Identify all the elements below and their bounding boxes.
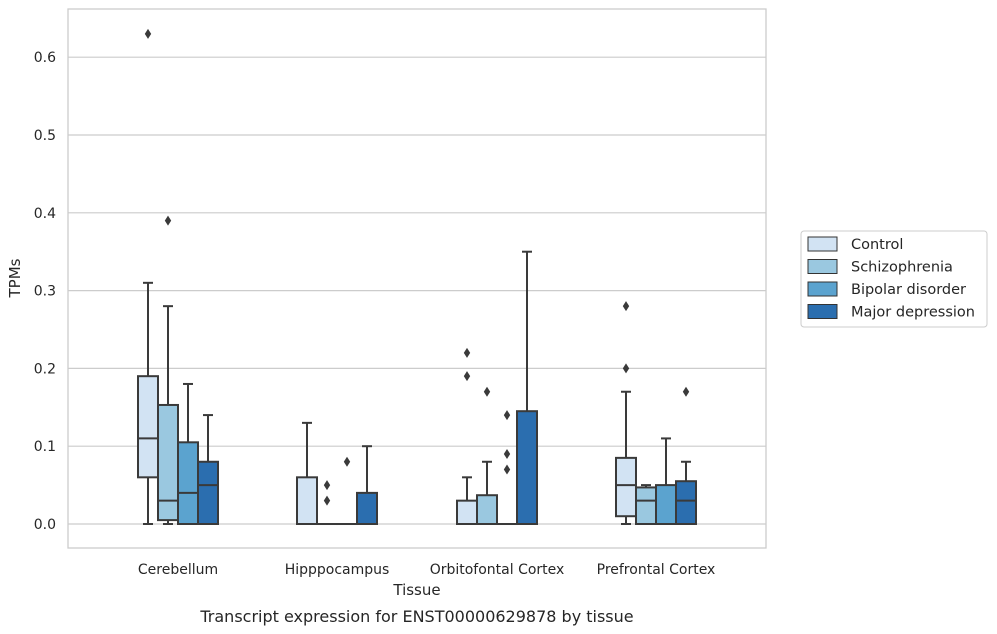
outlier-point [323, 495, 331, 506]
box-body [615, 456, 637, 518]
box-3-1 [635, 484, 657, 525]
legend: Control Schizophrenia Bipolar disorder Majo… [800, 230, 988, 328]
legend-swatch [807, 304, 838, 319]
x-tick-label: Hipppocampus [285, 562, 390, 578]
x-tick-label: Cerebellum [138, 562, 218, 578]
x-tick-labels: Cerebellum Hipppocampus Orbitofontal Corte… [138, 562, 715, 578]
box-body [137, 375, 159, 479]
legend-frame [800, 230, 988, 328]
box-0-3 [197, 414, 219, 526]
y-tick-labels: 0.0 0.1 0.2 0.3 0.4 0.5 0.6 [34, 50, 56, 533]
y-tick-label: 0.3 [34, 284, 56, 300]
legend-label: Major depression [851, 305, 975, 321]
box-2-3 [516, 250, 538, 525]
y-tick-label: 0.1 [34, 439, 56, 455]
box-body [675, 480, 697, 525]
y-tick-label: 0.6 [34, 50, 56, 66]
outlier-point [323, 480, 331, 491]
legend-swatch [807, 281, 838, 297]
y-tick-label: 0.5 [34, 128, 56, 144]
plot-frame [67, 8, 767, 549]
box-body [635, 486, 657, 525]
box-2-1 [476, 386, 498, 525]
y-tick-label: 0.0 [34, 517, 56, 533]
outlier-point [503, 464, 511, 475]
outlier-point [144, 28, 152, 39]
outlier-point [164, 215, 172, 226]
box-3-3 [675, 386, 697, 525]
outlier-point [622, 301, 630, 312]
box-1-3 [356, 445, 378, 526]
box-body [157, 403, 179, 522]
box-3-2 [655, 437, 677, 526]
legend-label: Control [851, 237, 903, 253]
outlier-point [503, 410, 511, 421]
x-tick-label: Orbitofontal Cortex [430, 562, 565, 578]
box-body [197, 460, 219, 526]
outlier-point [622, 363, 630, 374]
legend-swatch [807, 259, 838, 274]
box-body [476, 494, 498, 525]
box-body [177, 441, 199, 525]
outlier-point [463, 371, 471, 382]
box-groups [137, 28, 697, 526]
box-2-0 [456, 347, 478, 526]
outlier-point [463, 347, 471, 358]
y-tick-label: 0.2 [34, 361, 56, 377]
outlier-point [503, 448, 511, 459]
box-body [296, 476, 318, 526]
box-body [516, 410, 538, 525]
box-1-0 [296, 421, 318, 526]
outlier-point [483, 386, 491, 397]
box-body [655, 484, 677, 526]
box-body [356, 491, 378, 526]
x-axis-title: Tissue [392, 581, 440, 599]
y-tick-label: 0.4 [34, 206, 56, 222]
box-2-2 [496, 410, 518, 526]
figure-caption: Transcript expression for ENST0000062987… [199, 607, 633, 626]
legend-swatch [807, 236, 838, 252]
y-axis-title: TPMs [6, 258, 24, 298]
x-tick-label: Prefrontal Cortex [597, 562, 716, 578]
outlier-point [682, 386, 690, 397]
outlier-point [343, 456, 351, 467]
legend-label: Bipolar disorder [851, 282, 966, 298]
legend-label: Schizophrenia [851, 260, 953, 276]
box-body [456, 499, 478, 526]
